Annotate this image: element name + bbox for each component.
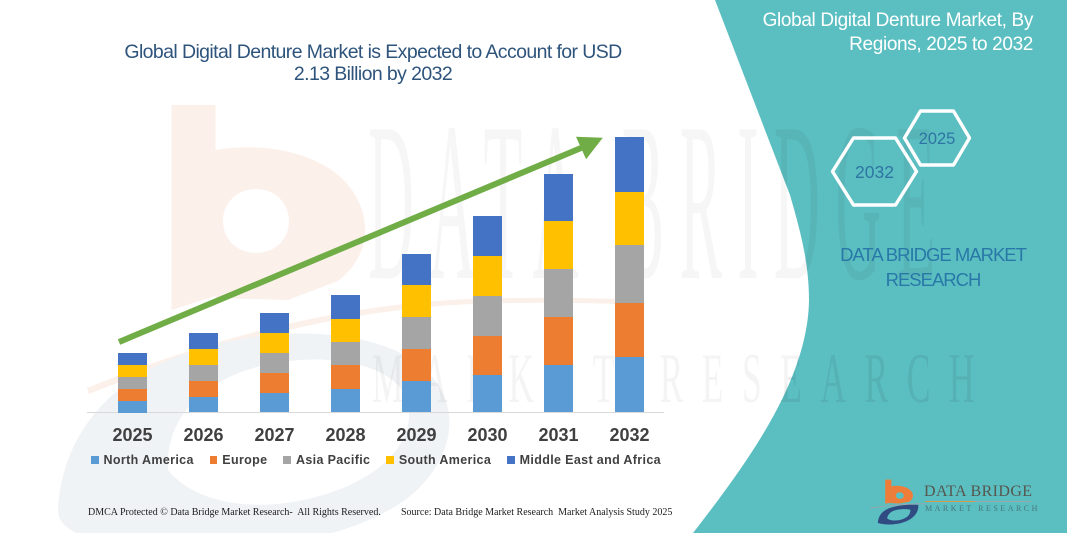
svg-text:2032: 2032 (855, 162, 894, 182)
svg-text:2025: 2025 (919, 130, 956, 148)
